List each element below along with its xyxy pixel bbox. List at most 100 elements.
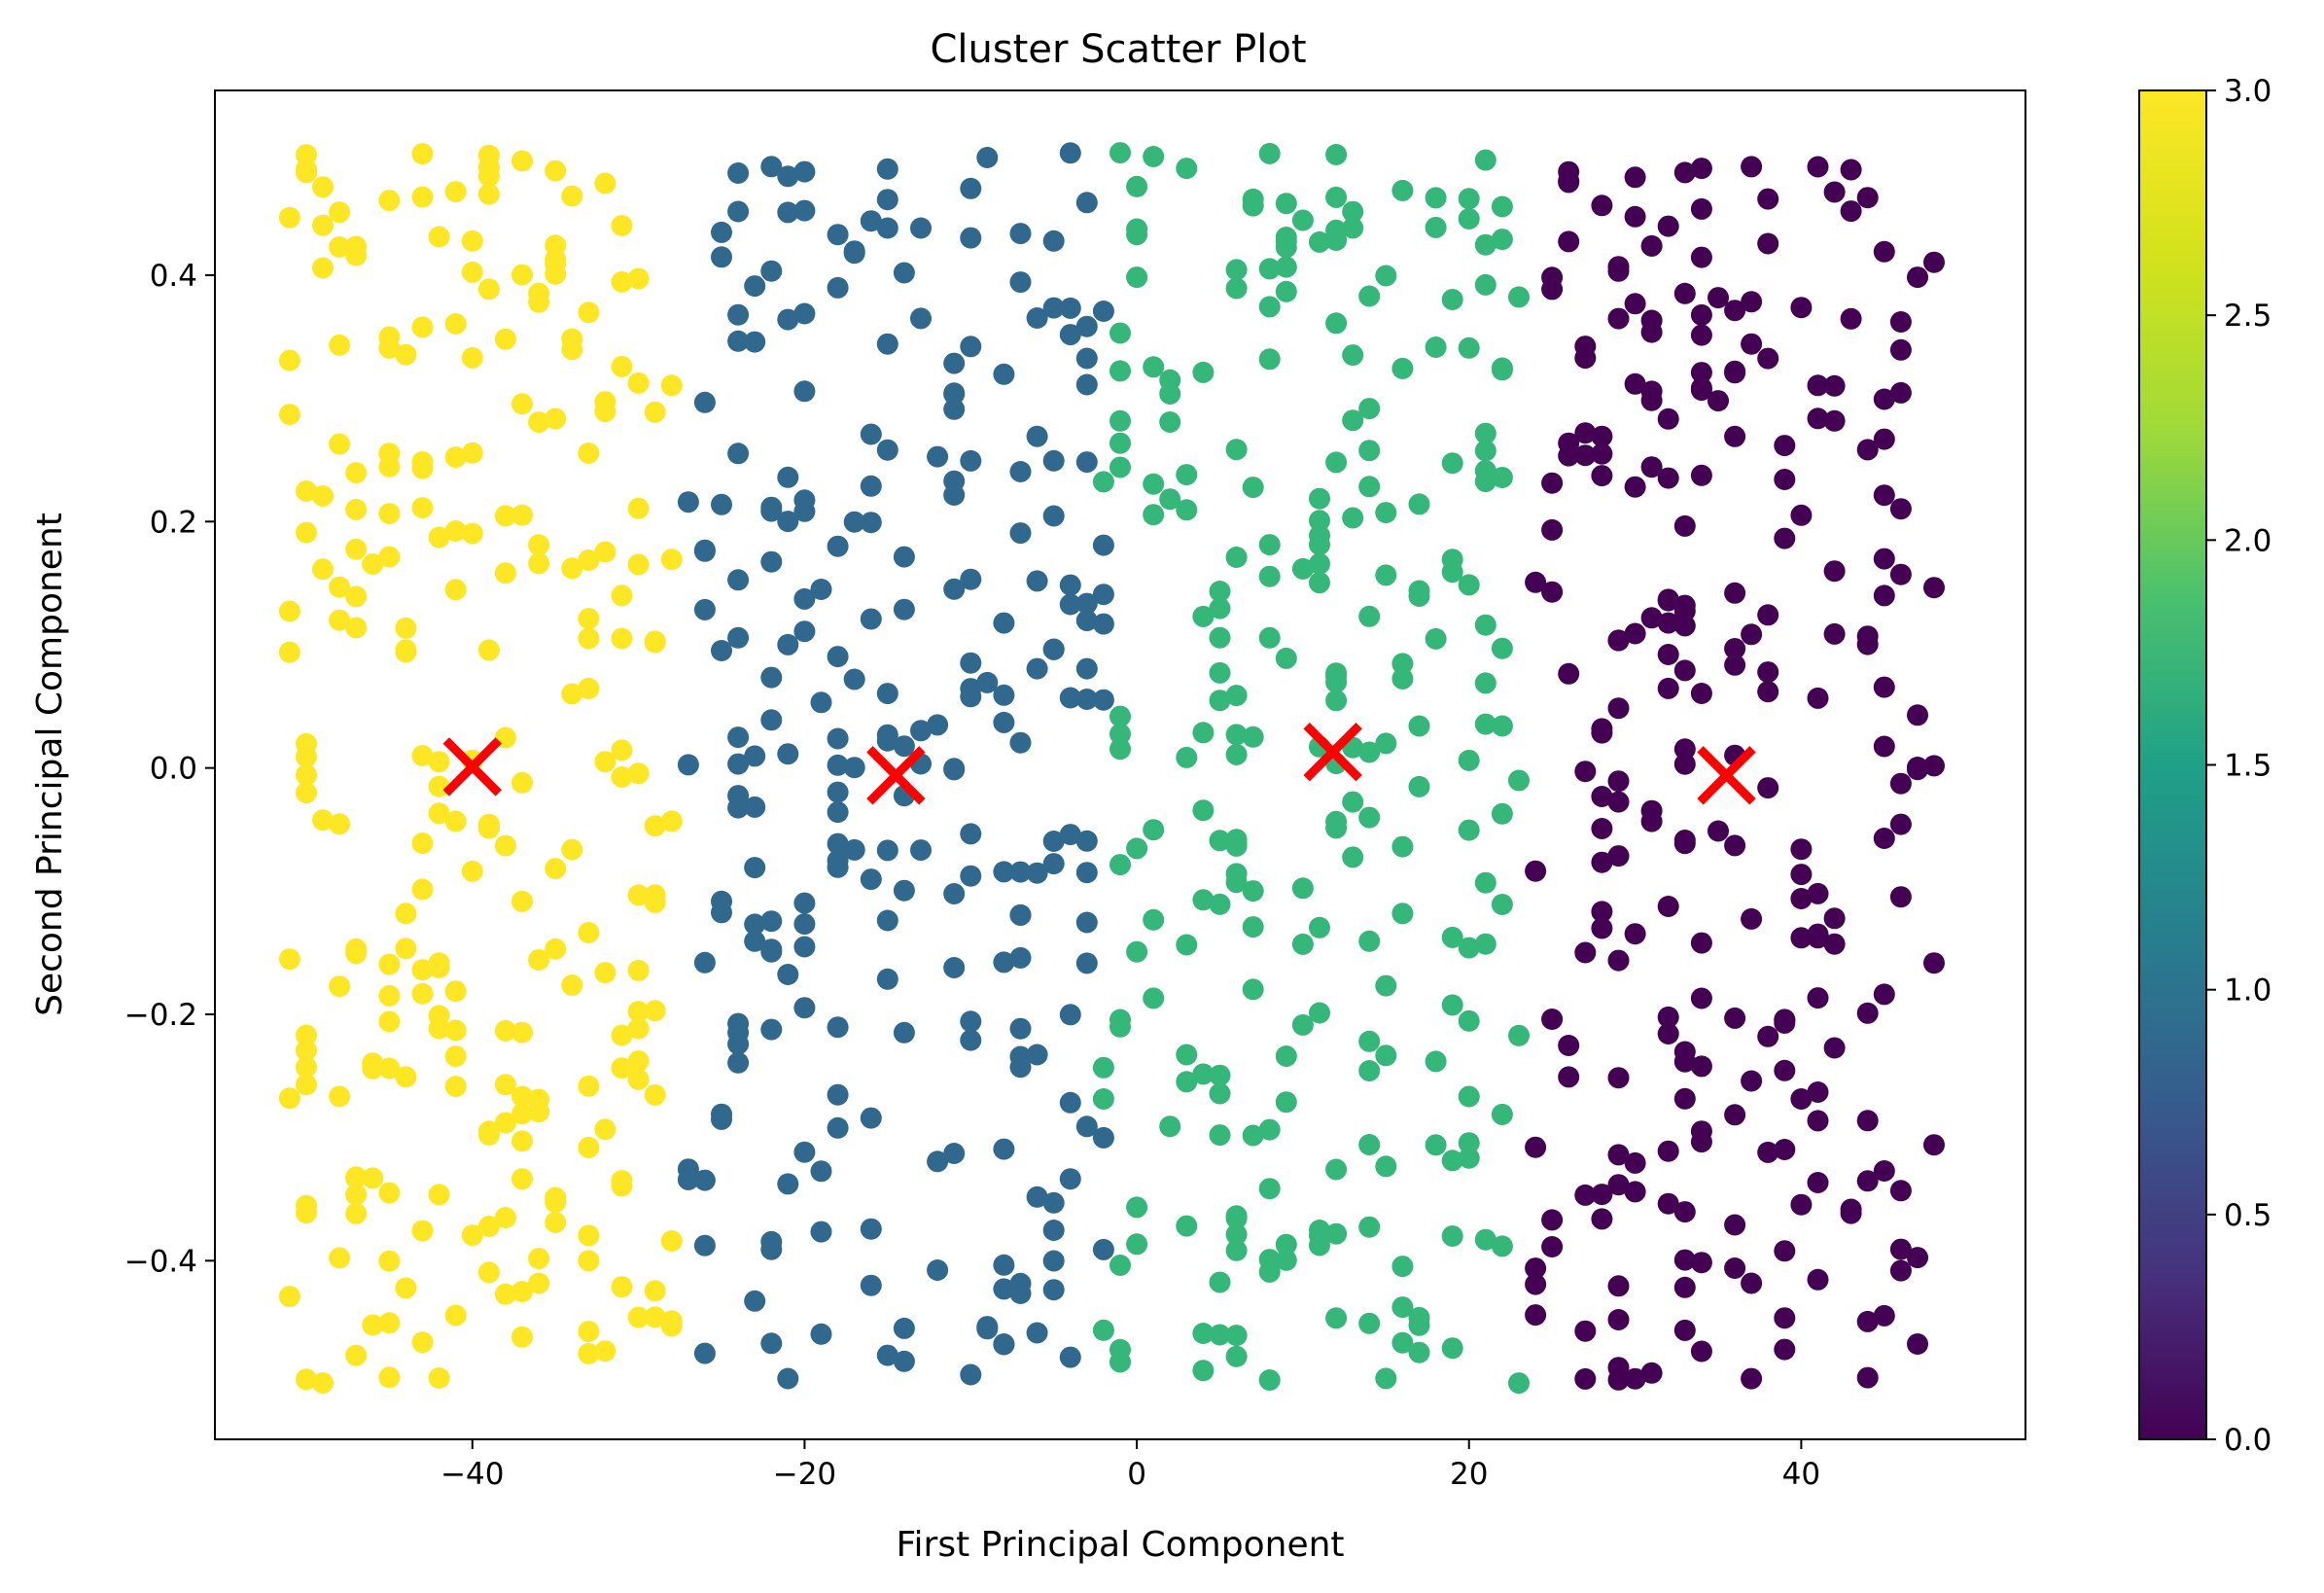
point: [1657, 407, 1679, 430]
point: [1026, 862, 1048, 884]
point: [1309, 1220, 1330, 1241]
point: [1325, 312, 1348, 335]
point: [1225, 1239, 1248, 1261]
point: [1474, 1228, 1497, 1251]
point: [1209, 1082, 1231, 1105]
x-axis-label: First Principal Component: [896, 1525, 1344, 1565]
point: [644, 892, 666, 913]
point: [1009, 903, 1032, 926]
point: [927, 714, 949, 736]
point: [511, 1021, 533, 1044]
point: [1042, 831, 1065, 852]
point: [578, 1342, 600, 1364]
point: [727, 442, 750, 465]
point: [793, 302, 816, 325]
point: [777, 308, 799, 331]
point: [1591, 1208, 1613, 1230]
point: [1491, 1103, 1513, 1125]
point: [1624, 372, 1646, 395]
point: [777, 964, 799, 985]
point: [1525, 1136, 1547, 1158]
point: [1708, 287, 1729, 309]
y-tick-label: −0.4: [124, 1244, 197, 1279]
point: [876, 1344, 898, 1366]
cluster-3: [278, 143, 683, 1394]
point: [1923, 577, 1945, 599]
point: [1807, 987, 1829, 1009]
point: [1059, 824, 1081, 846]
point: [1275, 1249, 1297, 1271]
point: [1558, 432, 1580, 454]
point: [777, 511, 799, 533]
point: [561, 328, 583, 350]
point: [1574, 941, 1597, 964]
point: [611, 355, 633, 377]
point: [1458, 937, 1480, 959]
point: [1807, 1172, 1829, 1193]
point: [1075, 192, 1098, 214]
point: [1657, 588, 1679, 611]
point: [860, 210, 882, 232]
point: [1225, 259, 1248, 281]
point: [296, 1368, 317, 1391]
point: [1923, 251, 1945, 273]
point: [511, 1281, 533, 1303]
point: [1591, 901, 1613, 923]
point: [1458, 574, 1480, 596]
point: [1574, 1320, 1597, 1342]
point: [711, 1108, 732, 1130]
point: [1607, 770, 1630, 793]
point: [893, 879, 915, 902]
point: [1441, 561, 1463, 584]
point: [1724, 834, 1746, 857]
point: [860, 475, 882, 497]
point: [760, 156, 783, 178]
point: [1342, 507, 1364, 529]
point: [611, 627, 633, 650]
point: [494, 1019, 516, 1042]
point: [378, 1366, 401, 1389]
point: [1391, 1296, 1414, 1319]
point: [1823, 409, 1846, 432]
point: [660, 810, 683, 832]
point: [1607, 697, 1630, 720]
y-axis-label: Second Principal Component: [30, 513, 70, 1016]
point: [528, 282, 550, 304]
point: [1275, 1045, 1297, 1067]
point: [793, 936, 816, 958]
point: [578, 922, 600, 943]
point: [296, 144, 317, 166]
y-tick-label: 0.4: [150, 259, 197, 294]
point: [1225, 547, 1248, 568]
point: [444, 1019, 467, 1042]
point: [1607, 1174, 1630, 1196]
point: [910, 720, 932, 742]
point: [477, 1123, 500, 1146]
point: [1242, 880, 1264, 903]
point: [1690, 464, 1712, 486]
point: [378, 190, 401, 212]
point: [1176, 746, 1198, 768]
point: [1075, 911, 1098, 934]
point: [1823, 907, 1846, 930]
point: [827, 781, 849, 803]
point: [927, 1259, 949, 1281]
point: [727, 569, 750, 591]
point: [411, 451, 434, 473]
point: [660, 1230, 683, 1252]
point: [1291, 1013, 1314, 1036]
point: [1176, 1071, 1198, 1093]
point: [1258, 258, 1281, 280]
colorbar-tick-label: 1.5: [2224, 749, 2271, 784]
point: [677, 754, 699, 776]
point: [1358, 605, 1381, 627]
point: [1923, 755, 1945, 777]
point: [744, 913, 766, 936]
point: [1309, 916, 1330, 938]
point: [1474, 614, 1497, 636]
point: [1209, 893, 1231, 915]
point: [1690, 324, 1712, 346]
point: [793, 160, 816, 183]
point: [1441, 452, 1463, 475]
point: [528, 1088, 550, 1111]
